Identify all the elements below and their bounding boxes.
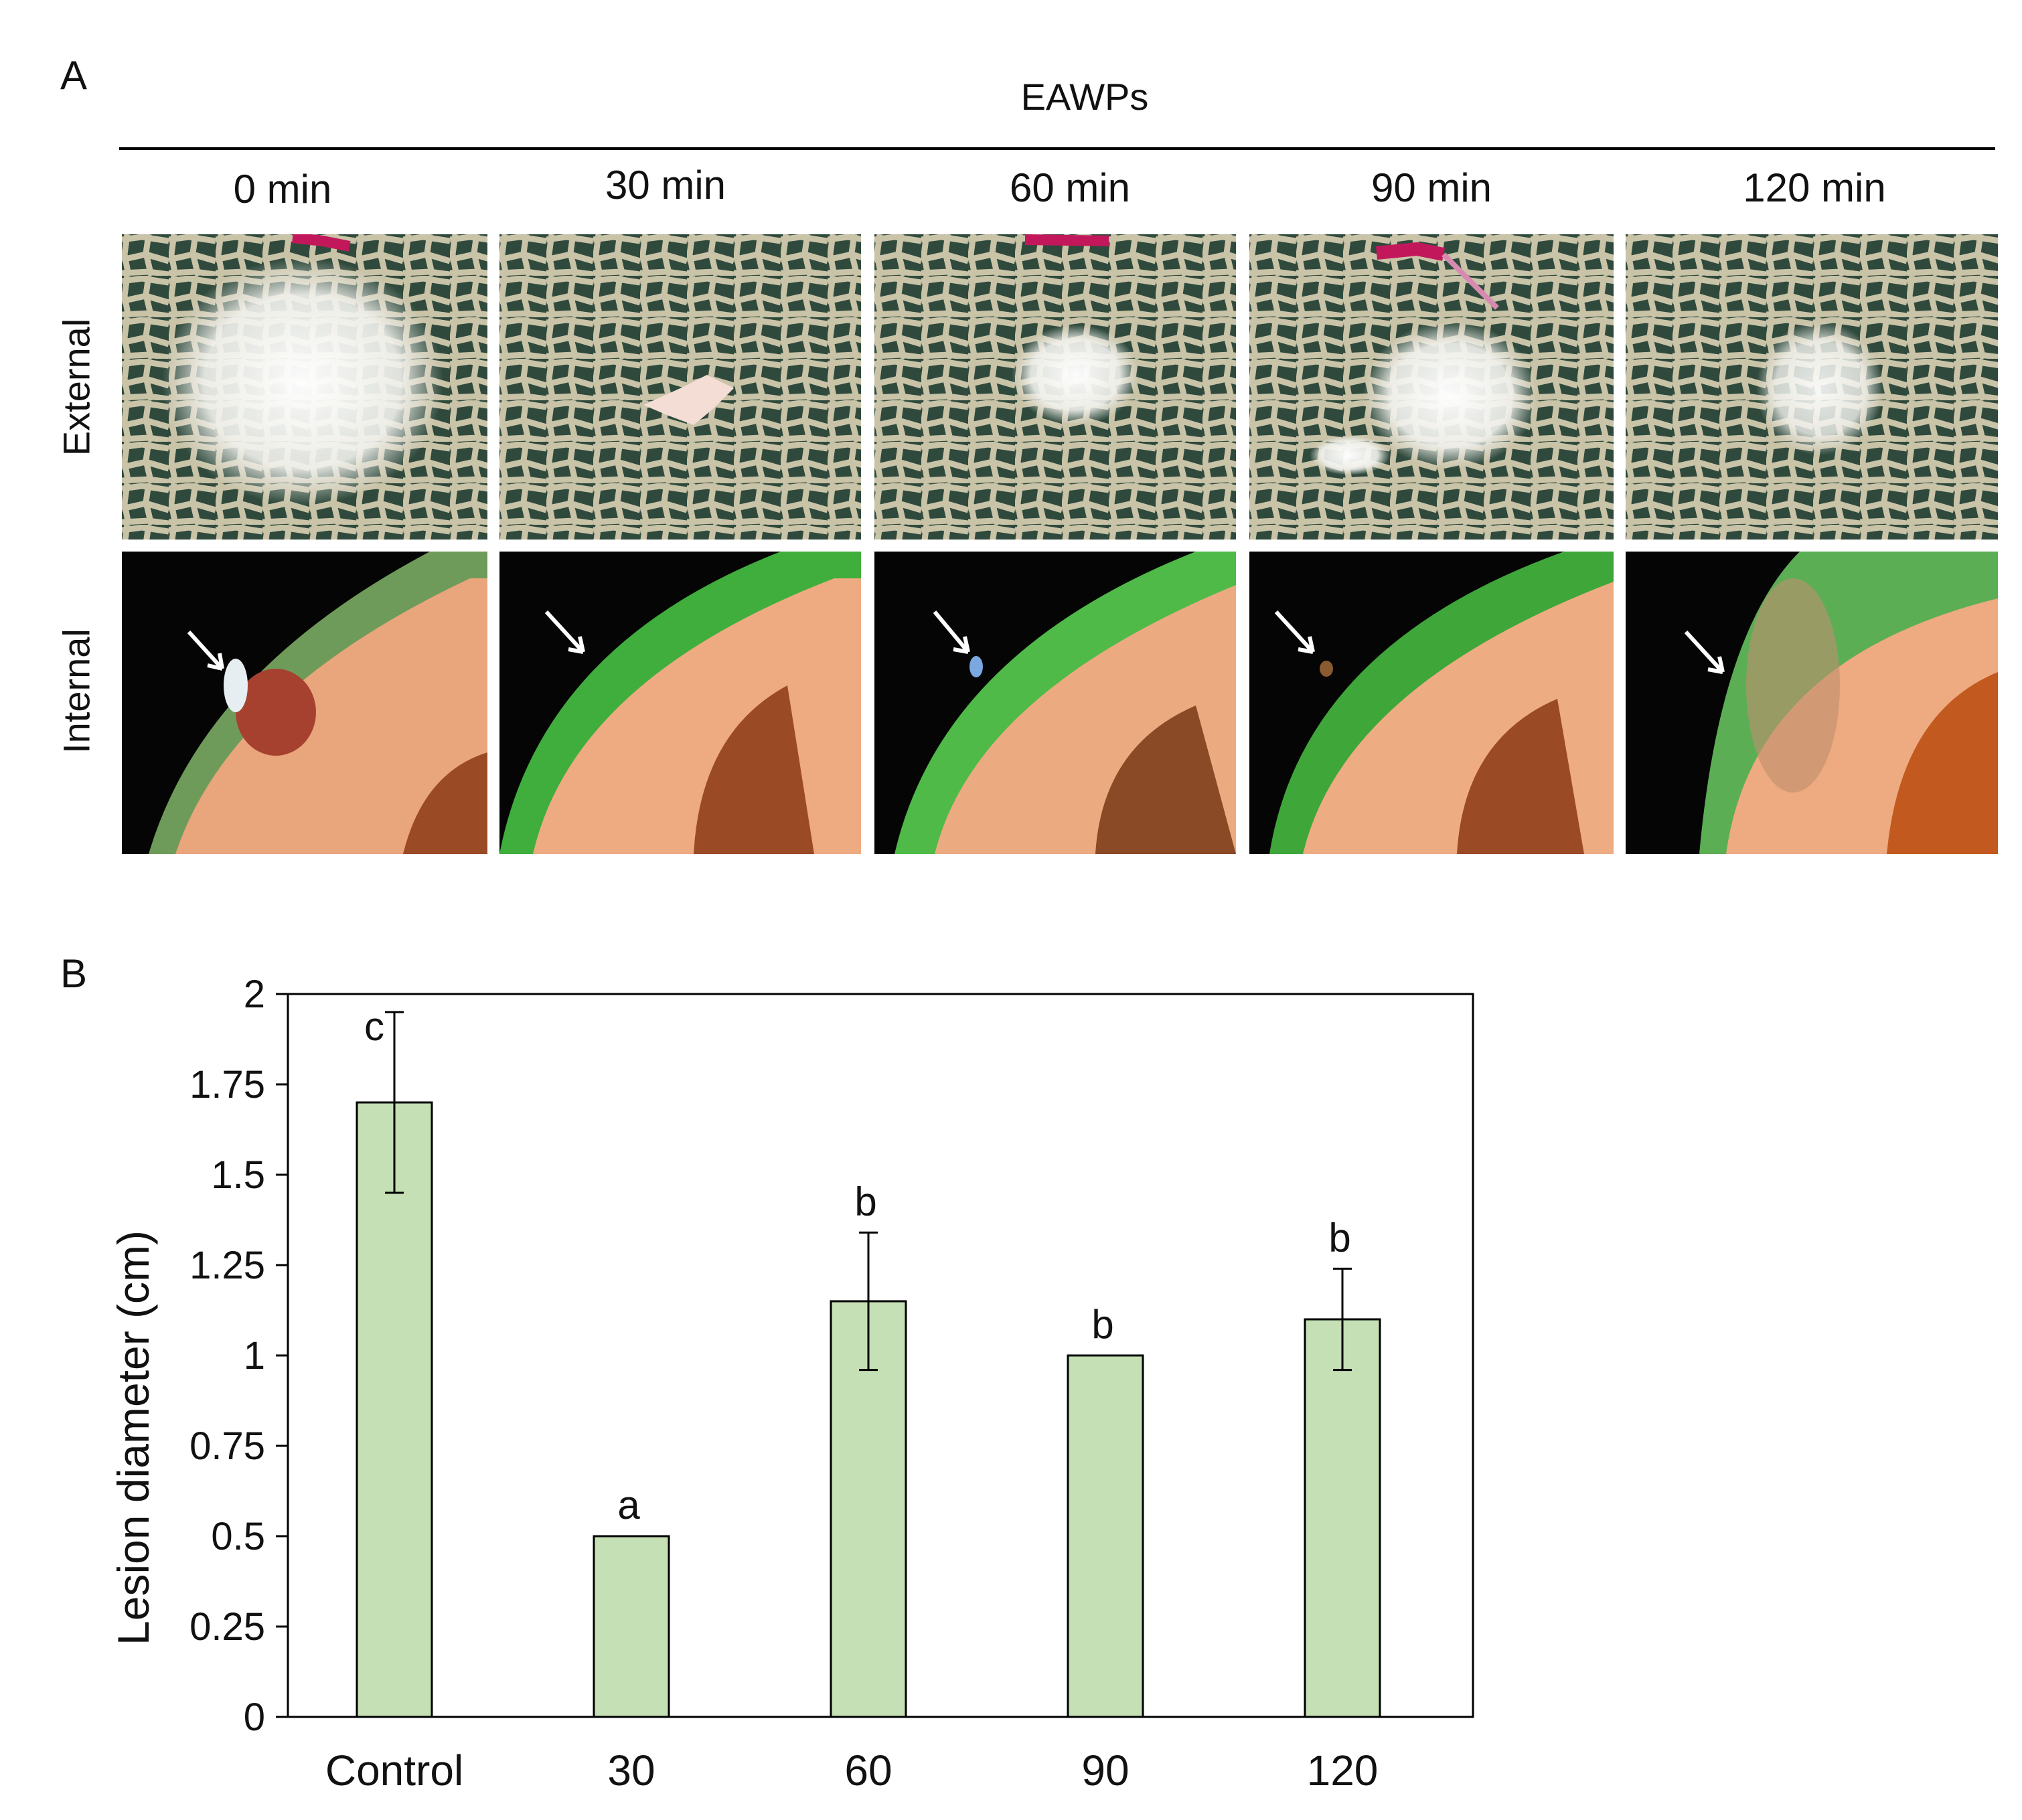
significance-letter: b (854, 1179, 876, 1224)
panel-b-letter: B (60, 951, 88, 996)
panel-a-letter: A (60, 53, 88, 98)
significance-letter: c (364, 1004, 384, 1049)
significance-letter: b (1091, 1302, 1113, 1347)
photo-internal-120min (1626, 552, 1998, 854)
significance-letter: b (1328, 1215, 1350, 1260)
photo-external-90min (1249, 234, 1614, 540)
y-tick-label: 2 (244, 973, 265, 1016)
x-tick-label: Control (325, 1746, 463, 1795)
col-label-0: 0 min (233, 167, 332, 212)
col-label-30: 30 min (605, 163, 726, 208)
col-label-120: 120 min (1743, 165, 1886, 210)
row-label-internal: Internal (55, 629, 98, 754)
group-title-eawps: EAWPs (1020, 76, 1149, 118)
significance-letter: a (617, 1483, 640, 1527)
photo-internal-30min (499, 552, 861, 854)
y-tick-label: 1.5 (211, 1153, 265, 1197)
bar (356, 1101, 433, 1718)
row-label-external: External (55, 318, 98, 457)
bar (1304, 1318, 1381, 1718)
y-tick-label: 0 (244, 1695, 265, 1739)
bar (593, 1535, 670, 1718)
col-label-90: 90 min (1371, 165, 1492, 210)
y-tick-label: 1.25 (189, 1244, 265, 1287)
y-axis-label: Lesion diameter (cm) (108, 1230, 158, 1645)
y-tick-label: 0.75 (189, 1424, 265, 1468)
photo-external-120min (1626, 234, 1998, 540)
bar (1067, 1354, 1144, 1718)
y-tick-label: 1 (244, 1334, 265, 1378)
group-divider (119, 147, 1995, 150)
photo-internal-0min (122, 552, 487, 854)
photo-external-30min (499, 234, 861, 540)
x-tick-label: 60 (844, 1746, 892, 1795)
col-label-60: 60 min (1009, 165, 1131, 210)
bar-chart: Lesion diameter (cm) 0 0.25 0.5 0.75 1 1.25 1.… (108, 973, 1474, 1795)
photo-external-60min (874, 234, 1236, 540)
y-tick-label: 0.5 (211, 1515, 265, 1558)
x-tick-label: 120 (1307, 1746, 1379, 1795)
y-tick-label: 0.25 (189, 1605, 265, 1649)
photo-internal-60min (874, 552, 1236, 854)
x-tick-label: 30 (607, 1746, 655, 1795)
y-tick-label: 1.75 (189, 1063, 265, 1106)
photo-external-0min (122, 234, 487, 540)
photo-internal-90min (1249, 552, 1614, 854)
x-tick-label: 90 (1081, 1746, 1129, 1795)
